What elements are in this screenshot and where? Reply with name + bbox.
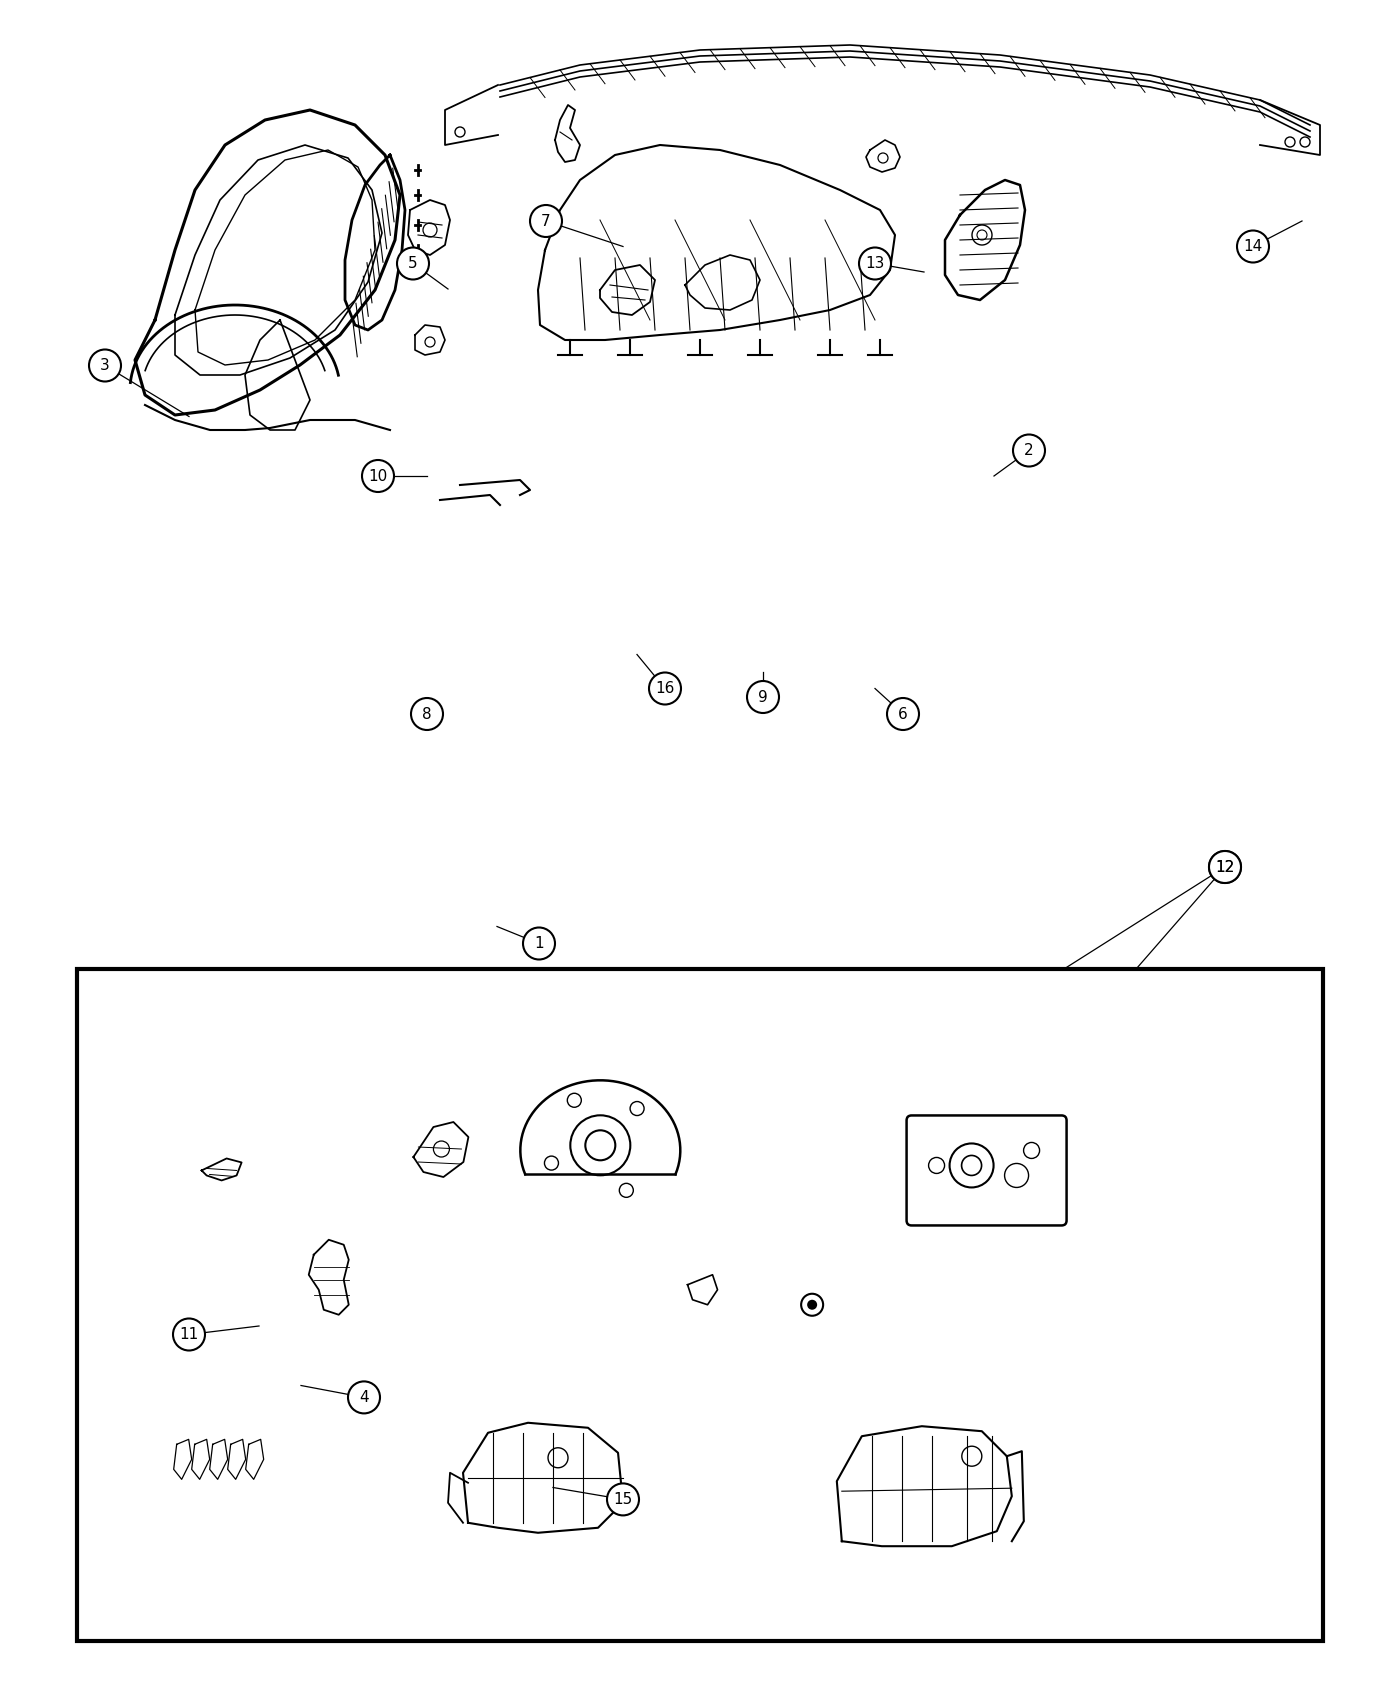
Circle shape [1210,852,1240,882]
Circle shape [524,928,554,959]
Text: 3: 3 [101,359,109,372]
Circle shape [748,682,778,712]
Circle shape [860,248,890,279]
Circle shape [531,206,561,236]
Text: 6: 6 [899,707,907,721]
Bar [77,969,1323,1640]
Circle shape [398,248,428,279]
Text: 14: 14 [1243,240,1263,253]
Text: 7: 7 [542,214,550,228]
Text: 16: 16 [655,682,675,695]
Text: 12: 12 [1215,860,1235,874]
Text: 9: 9 [759,690,767,704]
Circle shape [1210,852,1240,882]
Text: 11: 11 [179,1328,199,1341]
Text: 2: 2 [1025,444,1033,457]
Circle shape [608,1484,638,1515]
Text: 5: 5 [409,257,417,270]
Circle shape [888,699,918,729]
Circle shape [1238,231,1268,262]
Text: 15: 15 [613,1493,633,1506]
Circle shape [412,699,442,729]
Text: 1: 1 [535,937,543,950]
Circle shape [90,350,120,381]
Text: 10: 10 [368,469,388,483]
Circle shape [174,1319,204,1350]
Circle shape [1014,435,1044,466]
Text: 8: 8 [423,707,431,721]
Text: 12: 12 [1215,860,1235,874]
Circle shape [349,1382,379,1413]
Circle shape [363,461,393,491]
Circle shape [808,1300,818,1309]
Text: 4: 4 [360,1391,368,1404]
Text: 13: 13 [865,257,885,270]
Circle shape [650,673,680,704]
